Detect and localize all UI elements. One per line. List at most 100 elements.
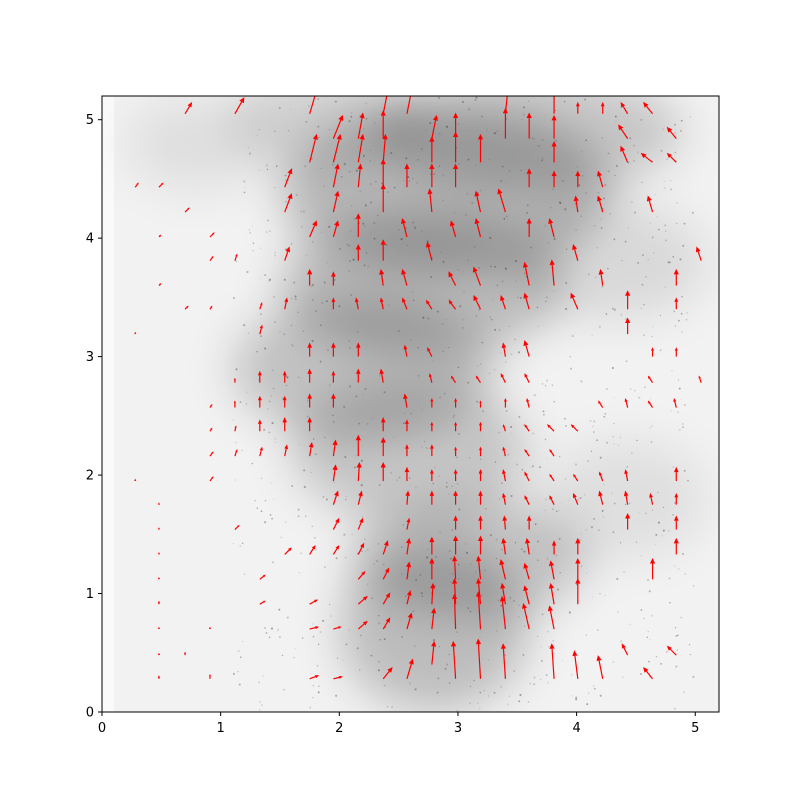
- velocity-arrow-head: [454, 446, 458, 451]
- velocity-arrow: [596, 655, 604, 679]
- grain-dot: [269, 230, 271, 232]
- grain-dot: [473, 679, 475, 682]
- grain-dot: [501, 165, 504, 168]
- velocity-arrow-head: [649, 492, 653, 498]
- velocity-arrow: [521, 602, 530, 630]
- grain-dot: [293, 281, 296, 284]
- velocity-arrow-shaft: [477, 643, 482, 679]
- grain-dot: [499, 351, 502, 354]
- grain-dot: [469, 563, 473, 566]
- grain-dot: [683, 222, 686, 225]
- grain-dot: [457, 563, 460, 566]
- grain-dot: [252, 242, 255, 244]
- grain-dot: [247, 146, 250, 149]
- grain-dot: [378, 622, 380, 625]
- plot-area: [102, 96, 719, 712]
- grain-dot: [544, 438, 547, 441]
- velocity-arrow: [157, 675, 161, 679]
- velocity-arrow-shaft: [599, 474, 604, 482]
- grain-dot: [471, 202, 474, 205]
- velocity-arrow: [357, 163, 363, 188]
- velocity-arrow-shaft: [599, 495, 604, 505]
- grain-dot: [649, 398, 652, 400]
- grain-dot: [555, 554, 558, 557]
- velocity-arrow: [474, 190, 482, 213]
- grain-dot: [249, 232, 251, 234]
- grain-dot: [383, 391, 386, 394]
- velocity-arrow: [548, 560, 555, 580]
- grain-dot: [522, 654, 525, 656]
- velocity-arrow-shaft: [697, 251, 702, 261]
- velocity-arrow-head: [210, 403, 213, 407]
- grain-dot: [398, 476, 401, 479]
- grain-dot: [386, 705, 389, 708]
- velocity-arrow-shaft: [332, 495, 337, 505]
- grain-dot: [234, 479, 237, 481]
- velocity-arrow: [526, 112, 532, 139]
- grain-dot: [674, 151, 677, 154]
- velocity-arrow: [673, 398, 677, 408]
- velocity-arrow: [526, 515, 532, 530]
- grain-dot: [513, 600, 515, 602]
- grain-dot: [653, 252, 655, 254]
- velocity-arrow-head: [285, 246, 291, 253]
- grain-dot: [616, 577, 619, 581]
- grain-dot: [290, 324, 293, 327]
- grain-dot: [328, 384, 331, 387]
- velocity-arrow-head: [430, 582, 436, 589]
- grain-dot: [270, 627, 274, 630]
- grain-dot: [679, 129, 683, 132]
- grain-dot: [328, 128, 331, 131]
- velocity-arrow-shaft: [625, 473, 629, 482]
- grain-dot: [601, 137, 603, 139]
- velocity-arrow: [355, 244, 361, 261]
- grain-dot: [429, 122, 432, 125]
- velocity-arrow: [332, 490, 339, 505]
- grain-dot: [408, 180, 410, 182]
- grain-dot: [317, 98, 320, 100]
- velocity-arrow-shaft: [524, 267, 530, 286]
- velocity-arrow-shaft: [309, 139, 317, 163]
- velocity-arrow-head: [260, 302, 263, 306]
- grain-dot: [275, 165, 278, 167]
- grain-dot: [674, 123, 676, 126]
- velocity-arrow-shaft: [356, 301, 359, 310]
- velocity-arrow-shaft: [525, 590, 530, 605]
- grain-dot: [515, 463, 519, 466]
- velocity-arrow: [546, 424, 555, 432]
- velocity-arrow: [158, 182, 164, 188]
- grain-dot: [387, 191, 389, 193]
- grain-dot: [452, 416, 455, 418]
- grain-dot: [558, 201, 561, 204]
- grain-dot: [638, 396, 641, 399]
- grain-dot: [514, 542, 517, 544]
- velocity-arrow-head: [621, 643, 626, 649]
- grain-dot: [633, 144, 636, 147]
- velocity-arrow: [309, 675, 320, 680]
- velocity-arrow: [406, 612, 413, 630]
- grain-dot: [468, 108, 471, 111]
- velocity-arrow-head: [454, 398, 458, 402]
- velocity-arrow-shaft: [598, 200, 604, 213]
- velocity-arrow-shaft: [332, 444, 336, 457]
- grain-dot: [599, 592, 601, 595]
- velocity-arrow-head: [331, 393, 336, 399]
- grain-dot: [333, 279, 336, 281]
- grain-dot: [438, 165, 441, 167]
- velocity-arrow: [524, 449, 530, 457]
- grain-dot: [264, 521, 267, 524]
- grain-dot: [591, 334, 593, 337]
- velocity-arrow-shaft: [357, 168, 361, 188]
- grain-dot: [673, 565, 676, 568]
- velocity-arrow-shaft: [452, 646, 457, 679]
- y-tick-label: 3: [86, 350, 94, 365]
- grain-dot: [360, 484, 363, 487]
- grain-dot: [553, 401, 555, 403]
- velocity-arrow-head: [430, 421, 434, 426]
- grain-dot: [290, 243, 293, 245]
- velocity-arrow: [522, 261, 530, 286]
- grain-dot: [348, 340, 350, 342]
- grain-dot: [314, 536, 316, 539]
- grain-dot: [310, 285, 313, 288]
- grain-dot: [615, 120, 617, 122]
